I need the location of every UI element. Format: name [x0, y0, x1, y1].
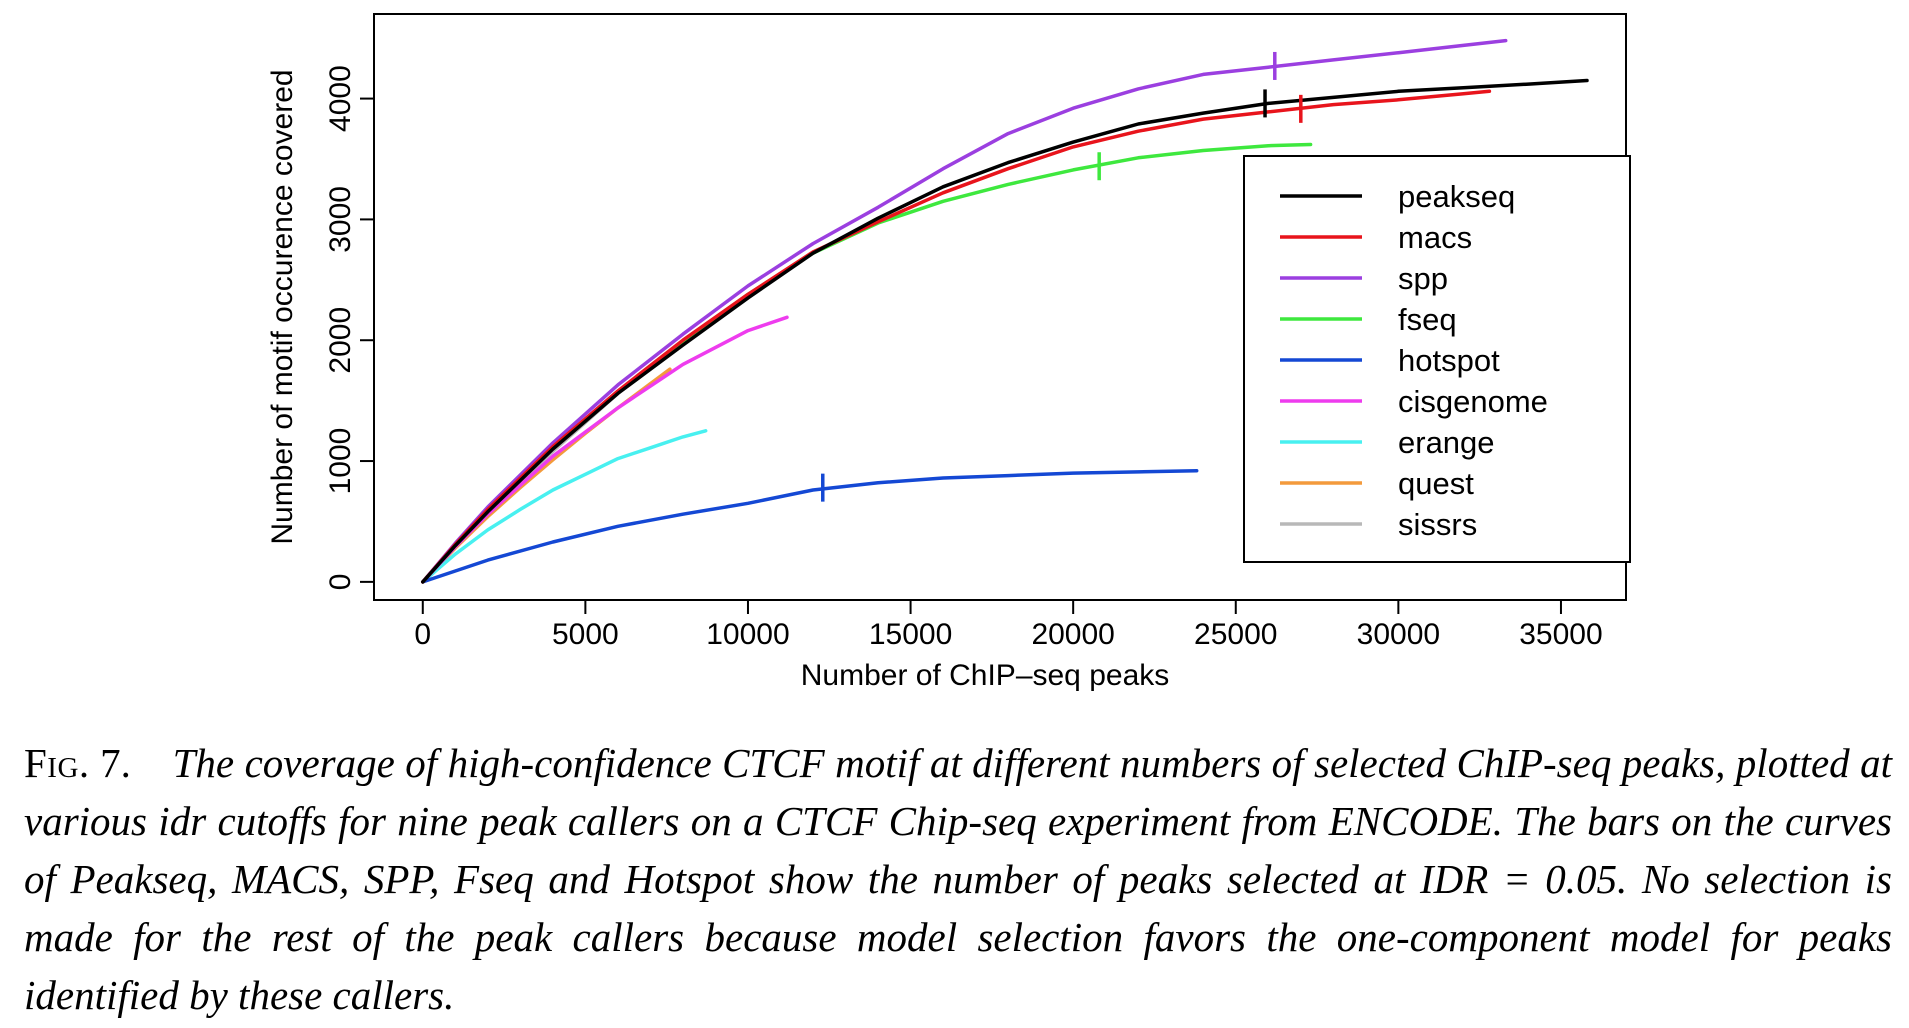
x-tick-label: 15000 — [869, 618, 952, 651]
legend-label-hotspot: hotspot — [1398, 343, 1500, 378]
y-tick-label: 2000 — [324, 307, 357, 374]
series-line-fseq — [421, 142, 1313, 584]
chart: 0 5000 10000 15000 20000 25000 30000 35000 0 100… — [266, 13, 1631, 692]
legend-items: peakseq macs spp fseq hotspot cisgenome erange… — [1280, 179, 1548, 542]
legend-label-erange: erange — [1398, 425, 1495, 460]
y-tick-label: 1000 — [324, 428, 357, 495]
x-tick-label: 0 — [414, 618, 431, 651]
y-tick-label: 4000 — [324, 65, 357, 132]
x-tick-label: 5000 — [552, 618, 619, 651]
y-tick-label: 0 — [324, 574, 357, 591]
x-tick-label: 30000 — [1357, 618, 1440, 651]
series-lines — [421, 38, 1589, 584]
x-tick-label: 25000 — [1194, 618, 1277, 651]
caption-label: Fig. — [24, 740, 90, 786]
caption-text: The coverage of high-confidence CTCF mot… — [24, 740, 1893, 1018]
x-tick-label: 35000 — [1519, 618, 1602, 651]
y-axis-title: Number of motif occurence covered — [266, 69, 299, 544]
legend-label-cisgenome: cisgenome — [1398, 384, 1548, 419]
x-tick-label: 20000 — [1031, 618, 1114, 651]
series-line-peakseq — [421, 78, 1589, 584]
caption-number: 7. — [100, 740, 131, 786]
x-axis-title: Number of ChIP–seq peaks — [801, 659, 1170, 692]
figure-caption: Fig. 7. The coverage of high-confidence … — [24, 734, 1892, 1024]
legend-label-quest: quest — [1398, 466, 1474, 501]
idr-marks — [821, 51, 1303, 502]
y-axis: 0 1000 2000 3000 4000 — [324, 65, 375, 591]
legend-label-sissrs: sissrs — [1398, 507, 1477, 542]
x-axis: 0 5000 10000 15000 20000 25000 30000 35000 — [414, 599, 1603, 651]
series-line-cisgenome — [421, 315, 789, 584]
legend-label-spp: spp — [1398, 261, 1448, 296]
series-line-macs — [421, 89, 1492, 584]
y-tick-label: 3000 — [324, 186, 357, 253]
legend-label-macs: macs — [1398, 220, 1472, 255]
series-line-hotspot — [421, 468, 1199, 584]
x-tick-label: 10000 — [706, 618, 789, 651]
legend-label-peakseq: peakseq — [1398, 179, 1515, 214]
series-line-erange — [421, 429, 708, 584]
legend-label-fseq: fseq — [1398, 302, 1457, 337]
legend: peakseq macs spp fseq hotspot cisgenome erange… — [1243, 155, 1631, 563]
series-line-spp — [421, 38, 1508, 584]
